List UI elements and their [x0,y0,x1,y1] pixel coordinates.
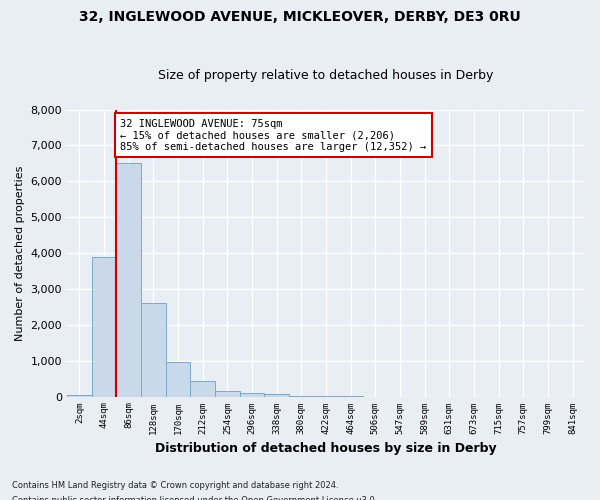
Bar [239,393,265,396]
Bar [166,362,190,396]
Text: 32 INGLEWOOD AVENUE: 75sqm
← 15% of detached houses are smaller (2,206)
85% of s: 32 INGLEWOOD AVENUE: 75sqm ← 15% of deta… [120,118,427,152]
Bar [215,391,239,396]
Bar [265,394,289,396]
Bar [190,381,215,396]
Title: Size of property relative to detached houses in Derby: Size of property relative to detached ho… [158,69,494,82]
Bar [92,256,116,396]
Text: Contains HM Land Registry data © Crown copyright and database right 2024.: Contains HM Land Registry data © Crown c… [12,481,338,490]
Text: 32, INGLEWOOD AVENUE, MICKLEOVER, DERBY, DE3 0RU: 32, INGLEWOOD AVENUE, MICKLEOVER, DERBY,… [79,10,521,24]
Bar [116,164,141,396]
Y-axis label: Number of detached properties: Number of detached properties [15,166,25,340]
Bar [141,304,166,396]
Text: Contains public sector information licensed under the Open Government Licence v3: Contains public sector information licen… [12,496,377,500]
X-axis label: Distribution of detached houses by size in Derby: Distribution of detached houses by size … [155,442,497,455]
